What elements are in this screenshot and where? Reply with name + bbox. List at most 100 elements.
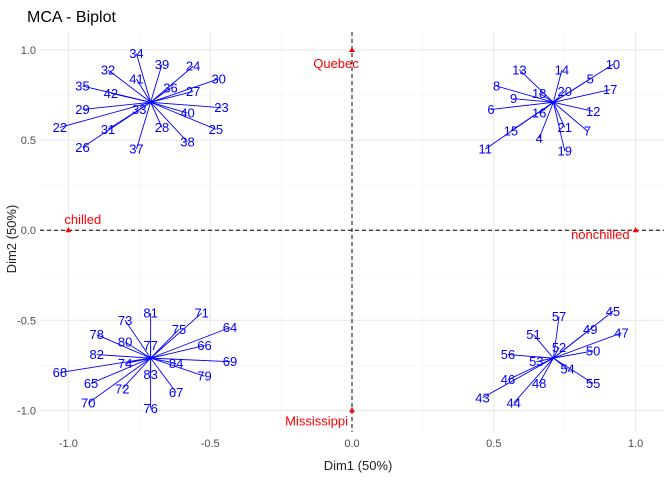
individual-segment [150,345,205,359]
individual-segment [150,101,188,143]
individual-label: 40 [180,106,194,121]
individual-label: 57 [552,309,566,324]
y-tick-label: 1.0 [21,45,36,57]
individual-label: 48 [532,376,546,391]
individual-segment [150,312,202,359]
individual-segment [87,357,151,404]
individual-label: 30 [211,71,225,86]
x-axis-ticks: -1.0 -0.5 0.0 0.5 1.0 [59,438,643,450]
individual-label: 56 [501,347,515,362]
individual-segment [90,357,151,384]
individual-segment [136,102,152,150]
variable-points: Quebec chilled nonchilled Mississippi [64,46,639,428]
y-tick-label: -1.0 [17,405,36,417]
individual-label: 16 [532,106,546,121]
individual-label: 54 [560,361,574,376]
individual-segment [150,101,188,114]
individual-segment [552,316,560,359]
individual-label: 42 [104,86,118,101]
individual-label: 20 [557,84,571,99]
individual-label: 37 [129,142,143,157]
individual-label: 21 [557,120,571,135]
individual-segment [553,328,591,359]
individual-label: 53 [529,354,543,369]
individual-segment [513,357,554,404]
individual-segment [110,92,151,103]
individual-segment [150,78,219,103]
x-tick-label: 0.0 [344,438,359,450]
individual-label: 80 [118,334,132,349]
individual-segment [552,102,566,128]
individual-label: 15 [504,124,518,139]
individual-segment [150,87,171,103]
individual-segment [59,357,151,373]
individual-label: 31 [101,122,115,137]
x-tick-label: -0.5 [201,438,220,450]
individual-label: 10 [606,57,620,72]
individual-segment [150,91,194,103]
individual-label: 5 [587,71,594,86]
individual-segment [150,101,222,109]
individual-label: 44 [506,396,520,411]
individual-segment [533,334,554,359]
individual-label: 84 [169,356,183,371]
individual-segment [553,357,594,384]
individual-label: 26 [75,140,89,155]
individual-segment [513,98,554,103]
individual-label: 13 [512,62,526,77]
individual-label: 71 [194,306,208,321]
reference-lines [40,32,664,432]
individual-label: 12 [586,104,600,119]
individual-segment [124,320,151,359]
individual-label: 29 [75,102,89,117]
individual-segment [107,69,151,103]
chart-title: MCA - Biplot [27,9,116,26]
individual-segment [121,357,151,390]
y-tick-label: 0.5 [21,135,36,147]
individual-label: 34 [129,46,143,61]
individual-label: 50 [586,343,600,358]
individual-label: 79 [197,369,211,384]
individual-label: 23 [214,100,228,115]
individual-segment [510,101,554,132]
individual-segment [536,357,554,363]
individual-segment [553,89,611,103]
individual-label: 35 [75,79,89,94]
y-tick-label: -0.5 [17,315,36,327]
individual-label: 33 [132,102,146,117]
y-axis-title: Dim2 (50%) [4,205,19,274]
individual-segment [538,357,554,384]
variable-label: Quebec [313,56,359,71]
individual-segment [150,327,231,359]
individual-label: 65 [84,376,98,391]
individual-segment [150,64,163,103]
individual-segment [553,332,622,359]
individual-segment [538,101,554,114]
individual-segment [150,357,177,364]
individual-label: 47 [614,325,628,340]
individual-segment [150,357,177,393]
individual-segment [59,101,151,128]
individual-label: 73 [118,313,132,328]
individual-segment [482,357,554,399]
individual-label: 32 [101,62,115,77]
individual-label: 83 [143,367,157,382]
individual-label: 38 [180,134,194,149]
individual-segment [519,69,554,103]
variable-point [632,226,639,233]
individual-label: 75 [172,322,186,337]
individual-label: 17 [603,82,617,97]
individual-segment [553,91,566,103]
y-tick-label: 0.0 [21,225,36,237]
individual-segment [150,357,205,377]
individual-label: 4 [536,131,543,146]
individual-label: 14 [555,62,569,77]
individual-label: 67 [169,385,183,400]
individual-segment [136,78,152,103]
individual-label: 41 [129,71,143,86]
variable-label: nonchilled [571,227,630,242]
individual-segment [553,101,594,112]
individual-label: 36 [163,80,177,95]
individual-segment [96,354,151,359]
